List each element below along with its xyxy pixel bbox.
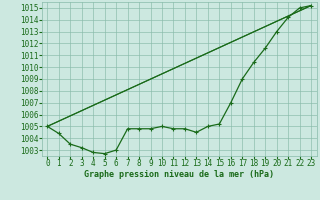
X-axis label: Graphe pression niveau de la mer (hPa): Graphe pression niveau de la mer (hPa) — [84, 170, 274, 179]
